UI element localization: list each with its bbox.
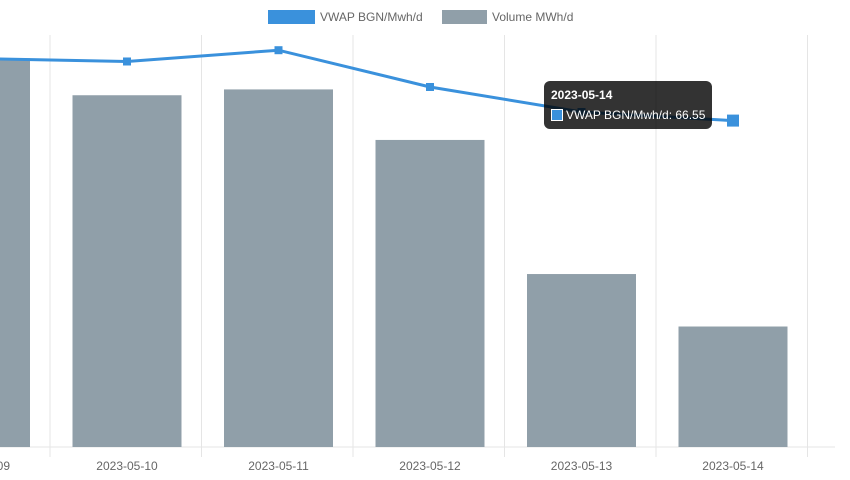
legend-label-volume[interactable]: Volume MWh/d — [492, 10, 573, 24]
tooltip-swatch — [551, 109, 563, 121]
x-tick-label: 2023-05-10 — [96, 459, 158, 473]
x-axis-ticks: 09 2023-05-10 2023-05-11 2023-05-12 2023-05-… — [0, 459, 764, 473]
x-tick-label: 2023-05-12 — [399, 459, 461, 473]
legend-swatch-volume[interactable] — [442, 10, 487, 24]
tooltip-label: VWAP BGN/Mwh/d: 66.55 — [566, 108, 706, 122]
x-tick-label: 2023-05-13 — [551, 459, 613, 473]
vwap-point-2023-05-12[interactable] — [426, 82, 434, 91]
volume-bars — [0, 58, 788, 448]
vwap-point-2023-05-11[interactable] — [274, 46, 283, 55]
x-tick-label: 2023-05-11 — [248, 459, 309, 473]
tooltip-row: VWAP BGN/Mwh/d: 66.55 — [551, 107, 705, 123]
volume-bar-2023-05-12[interactable] — [375, 139, 485, 447]
tooltip: 2023-05-14 VWAP BGN/Mwh/d: 66.55 — [544, 81, 713, 129]
legend-label-vwap[interactable]: VWAP BGN/Mwh/d — [320, 10, 423, 24]
x-tick-label: 2023-05-14 — [702, 459, 764, 473]
vwap-point-2023-05-14[interactable] — [727, 114, 739, 127]
x-tick-label: 09 — [0, 459, 10, 473]
tooltip-title: 2023-05-14 — [551, 88, 613, 102]
volume-bar-2023-05-10[interactable] — [72, 95, 182, 447]
volume-bar-2023-05-09[interactable] — [0, 58, 30, 448]
volume-bar-2023-05-11[interactable] — [224, 89, 333, 447]
volume-bar-2023-05-13[interactable] — [527, 274, 636, 447]
volume-bar-2023-05-14[interactable] — [678, 326, 788, 447]
legend: VWAP BGN/Mwh/d Volume MWh/d — [268, 10, 573, 24]
legend-swatch-vwap[interactable] — [268, 10, 315, 24]
vwap-point-2023-05-10[interactable] — [123, 57, 131, 66]
